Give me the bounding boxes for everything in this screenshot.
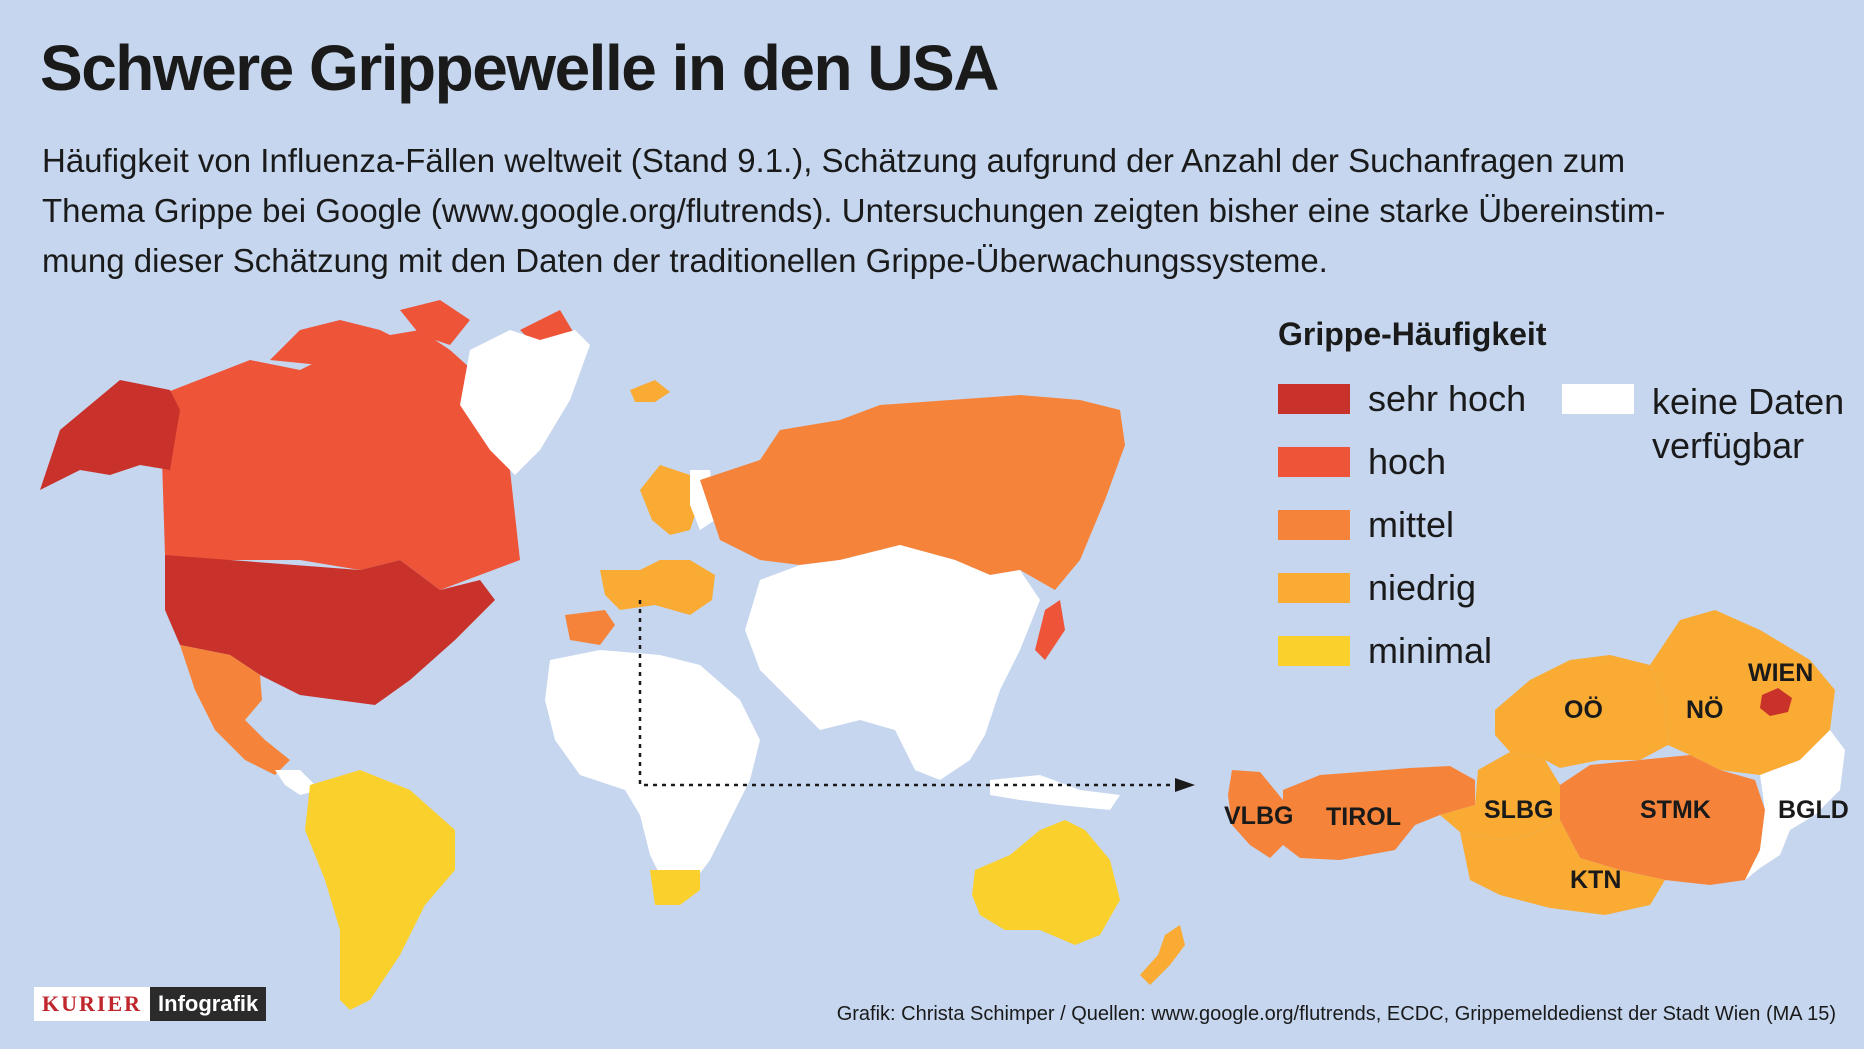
legend-item-sehr-hoch: sehr hoch — [1278, 367, 1546, 430]
austria-region-slbg — [1440, 752, 1560, 840]
region-south-africa — [650, 870, 700, 905]
pointer-arrow-icon — [1175, 778, 1195, 792]
region-mexico — [180, 645, 290, 775]
austria-label-bgld: BGLD — [1778, 796, 1849, 824]
austria-region-noe — [1650, 610, 1835, 775]
austria-label-tirol: TIROL — [1326, 803, 1401, 831]
subtitle-line-2: Thema Grippe bei Google (www.google.org/… — [42, 192, 1666, 229]
legend-item-hoch: hoch — [1278, 430, 1546, 493]
logo-brand: KURIER — [34, 987, 151, 1021]
austria-label-vlbg: VLBG — [1224, 802, 1293, 830]
region-russia — [700, 395, 1125, 590]
legend-item-minimal: minimal — [1278, 619, 1546, 682]
austria-region-vlbg — [1228, 770, 1283, 858]
austria-label-wien: WIEN — [1748, 659, 1813, 687]
region-alaska — [40, 380, 180, 490]
legend-title: Grippe-Häufigkeit — [1278, 316, 1547, 352]
legend-label: minimal — [1368, 629, 1493, 671]
austria-region-stmk — [1560, 755, 1765, 885]
legend: Grippe-Häufigkeit sehr hoch hoch mittel … — [1278, 316, 1546, 682]
austria-label-ktn: KTN — [1570, 866, 1621, 894]
legend-swatch — [1278, 383, 1350, 414]
legend-swatch — [1278, 572, 1350, 603]
region-africa — [545, 650, 760, 885]
region-central-america — [275, 770, 320, 795]
region-canada-islands — [270, 300, 575, 365]
legend-swatch — [1278, 446, 1350, 477]
legend-label: sehr hoch — [1368, 377, 1527, 419]
region-new-zealand — [1140, 925, 1185, 985]
kurier-logo: KURIER Infografik — [34, 987, 267, 1021]
austria-region-ktn — [1460, 820, 1665, 915]
austria-label-noe: NÖ — [1686, 695, 1724, 724]
legend-item-niedrig: niedrig — [1278, 556, 1546, 619]
chart-subtitle: Häufigkeit von Influenza-Fällen weltweit… — [42, 136, 1842, 286]
region-australia — [972, 820, 1120, 945]
legend-no-data-line-1: keine Daten — [1652, 381, 1845, 422]
austria-region-wien — [1760, 688, 1792, 716]
logo-sub: Infografik — [150, 987, 267, 1021]
legend-label-no-data: keine Daten verfügbar — [1652, 380, 1844, 468]
region-iberia — [565, 610, 615, 645]
region-canada — [160, 330, 520, 590]
region-indonesia — [990, 775, 1120, 810]
austria-map — [1228, 610, 1845, 915]
legend-label: niedrig — [1368, 566, 1477, 608]
region-scandinavia — [640, 465, 700, 535]
legend-swatch-no-data — [1562, 384, 1634, 414]
chart-title: Schwere Grippewelle in den USA — [40, 32, 999, 104]
credits: Grafik: Christa Schimper / Quellen: www.… — [836, 1003, 1836, 1025]
region-south-america — [305, 770, 455, 1010]
pointer-line — [638, 600, 1175, 787]
legend-swatch — [1278, 509, 1350, 540]
austria-label-ooe: OÖ — [1564, 695, 1603, 724]
region-iceland — [630, 380, 670, 402]
region-usa — [165, 555, 495, 705]
region-central-europe — [600, 560, 715, 615]
austria-region-bgld — [1745, 730, 1845, 880]
region-japan — [1035, 600, 1065, 660]
legend-label: mittel — [1368, 503, 1455, 545]
austria-region-tirol — [1283, 766, 1475, 860]
austria-label-slbg: SLBG — [1484, 796, 1553, 824]
legend-swatch — [1278, 635, 1350, 666]
legend-no-data-line-2: verfügbar — [1652, 425, 1805, 466]
austria-label-stmk: STMK — [1640, 796, 1711, 824]
subtitle-line-1: Häufigkeit von Influenza-Fällen weltweit… — [42, 142, 1626, 179]
austria-region-ooe — [1495, 655, 1668, 768]
legend-item-no-data: keine Daten verfügbar — [1562, 380, 1844, 468]
legend-label: hoch — [1368, 440, 1447, 482]
legend-item-mittel: mittel — [1278, 493, 1546, 556]
region-asia — [745, 545, 1040, 780]
region-greenland — [460, 330, 590, 475]
subtitle-line-3: mung dieser Schätzung mit den Daten der … — [42, 242, 1328, 279]
